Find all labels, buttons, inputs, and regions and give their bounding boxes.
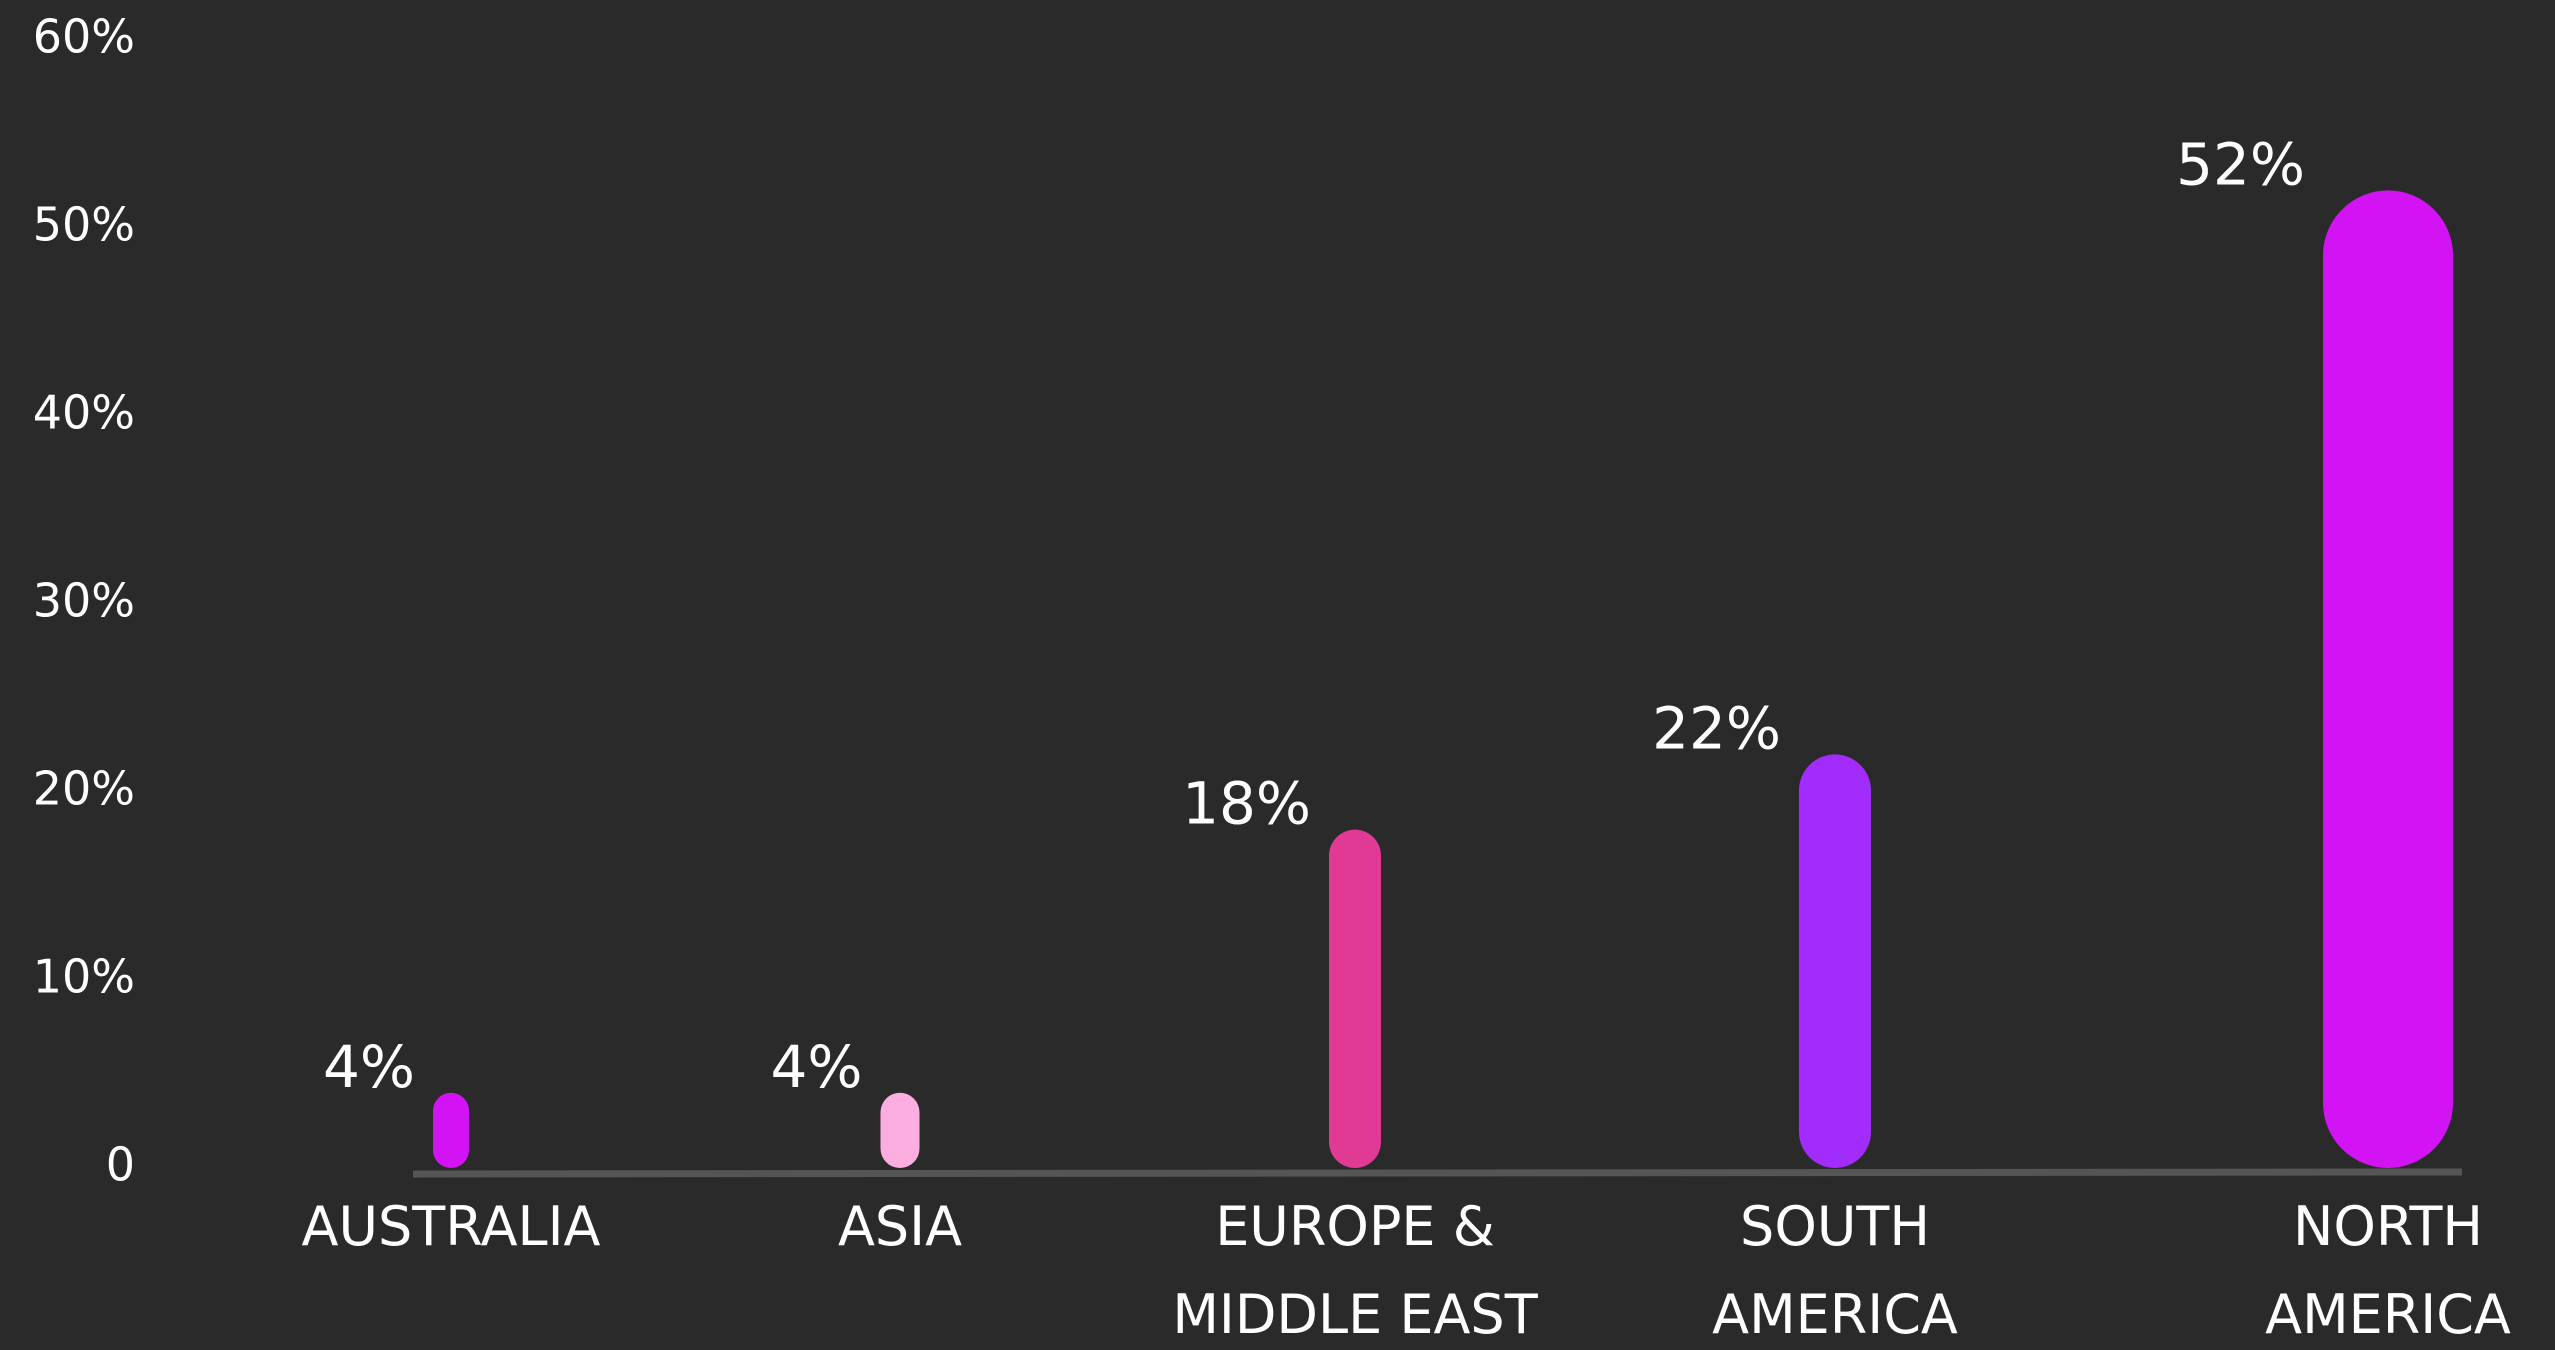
x-tick-line: NORTH bbox=[2293, 1195, 2483, 1258]
x-tick-line: EUROPE & bbox=[1215, 1195, 1495, 1258]
bar bbox=[2323, 190, 2453, 1168]
y-tick-label: 30% bbox=[33, 574, 135, 628]
y-tick-label: 0 bbox=[106, 1138, 135, 1192]
bar bbox=[433, 1092, 469, 1168]
bar bbox=[1799, 754, 1871, 1168]
bar bbox=[1329, 829, 1381, 1168]
y-tick-label: 20% bbox=[33, 762, 135, 816]
x-tick-line: AUSTRALIA bbox=[302, 1195, 601, 1258]
x-tick-label: AUSTRALIA bbox=[302, 1195, 601, 1258]
x-tick-label: SOUTH AMERICA bbox=[1712, 1195, 1958, 1346]
y-tick-label: 10% bbox=[33, 950, 135, 1004]
x-tick-line: ASIA bbox=[838, 1195, 962, 1258]
value-label: 4% bbox=[770, 1033, 862, 1101]
x-tick-line: MIDDLE EAST bbox=[1172, 1283, 1538, 1346]
y-tick-label: 60% bbox=[33, 10, 135, 64]
x-tick-line: SOUTH bbox=[1740, 1195, 1930, 1258]
value-label: 18% bbox=[1182, 770, 1311, 838]
x-tick-label: EUROPE & MIDDLE EAST bbox=[1172, 1195, 1538, 1346]
x-tick-label: ASIA bbox=[838, 1195, 962, 1258]
value-label: 4% bbox=[323, 1033, 415, 1101]
x-tick-line: AMERICA bbox=[1712, 1283, 1958, 1346]
baseline bbox=[412, 1168, 2463, 1178]
value-label: 22% bbox=[1652, 695, 1781, 763]
y-tick-label: 40% bbox=[33, 386, 135, 440]
value-label: 52% bbox=[2176, 131, 2305, 199]
x-tick-label: NORTH AMERICA bbox=[2265, 1195, 2511, 1346]
y-tick-label: 50% bbox=[33, 198, 135, 252]
bar bbox=[880, 1092, 920, 1168]
x-tick-line: AMERICA bbox=[2265, 1283, 2511, 1346]
